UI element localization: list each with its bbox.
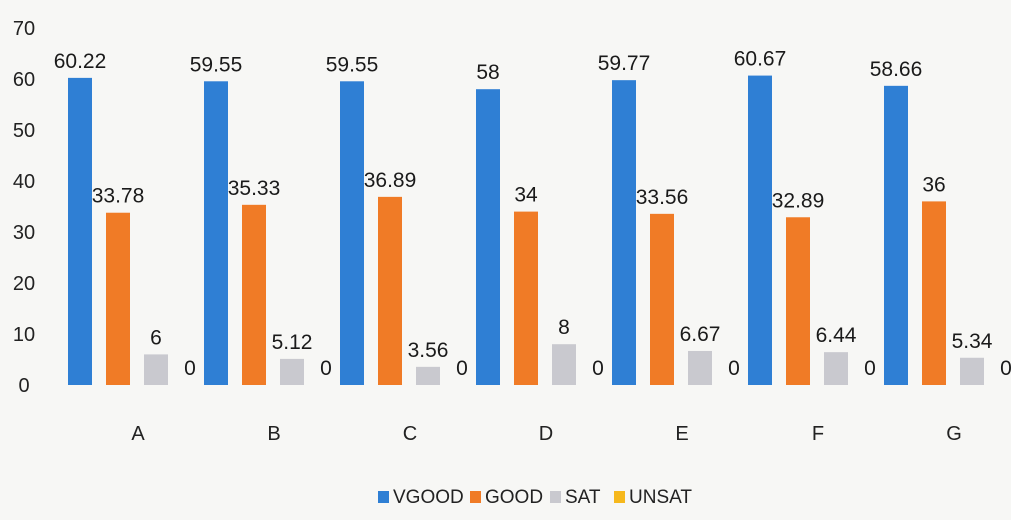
- bar-sat-c: [416, 366, 440, 385]
- bar-vgood-a: [68, 77, 92, 386]
- data-label-good-c: 36.89: [364, 169, 417, 192]
- y-tick-label: 70: [13, 18, 35, 40]
- bars: [68, 75, 984, 386]
- legend-swatch-good: [470, 491, 481, 503]
- legend-label-sat[interactable]: SAT: [565, 487, 601, 508]
- data-label-good-d: 34: [514, 184, 538, 207]
- bar-good-g: [922, 201, 946, 385]
- data-label-vgood-b: 59.55: [190, 53, 243, 76]
- y-tick-label: 60: [13, 69, 35, 91]
- x-tick-label: C: [403, 423, 417, 445]
- x-tick-label: E: [675, 423, 688, 445]
- data-label-good-b: 35.33: [228, 177, 281, 200]
- data-label-vgood-f: 60.67: [734, 48, 787, 71]
- bar-sat-f: [824, 352, 848, 385]
- data-label-sat-b: 5.12: [272, 331, 313, 354]
- bar-good-c: [378, 196, 402, 385]
- x-axis: A B C D E F G: [131, 423, 961, 445]
- y-tick-label: 20: [13, 273, 35, 295]
- bar-good-f: [786, 217, 810, 385]
- legend-label-good[interactable]: GOOD: [485, 487, 543, 508]
- legend-label-vgood[interactable]: VGOOD: [393, 487, 464, 508]
- data-label-good-g: 36: [922, 173, 945, 196]
- data-label-unsat-g: 0: [1000, 357, 1011, 380]
- data-label-unsat-a: 0: [184, 357, 196, 380]
- bar-vgood-g: [884, 85, 908, 386]
- data-labels: 60.2233.786059.5535.335.12059.5536.893.5…: [54, 48, 1011, 380]
- data-label-sat-e: 6.67: [680, 323, 721, 346]
- data-label-good-f: 32.89: [772, 189, 825, 212]
- x-tick-label: F: [812, 423, 824, 445]
- data-label-unsat-e: 0: [728, 357, 740, 380]
- data-label-vgood-d: 58: [476, 61, 499, 84]
- x-tick-label: B: [267, 423, 280, 445]
- legend-swatch-vgood: [378, 491, 389, 503]
- data-label-unsat-f: 0: [864, 357, 876, 380]
- bar-sat-a: [144, 354, 168, 385]
- data-label-sat-a: 6: [150, 326, 162, 349]
- bar-good-a: [106, 212, 130, 385]
- x-tick-label: D: [539, 423, 553, 445]
- data-label-good-e: 33.56: [636, 186, 689, 209]
- y-tick-label: 40: [13, 171, 35, 193]
- data-label-sat-c: 3.56: [408, 339, 449, 362]
- bar-good-e: [650, 213, 674, 385]
- bar-good-d: [514, 211, 538, 385]
- x-tick-label: G: [946, 423, 962, 445]
- bar-vgood-c: [340, 81, 364, 386]
- bar-vgood-e: [612, 80, 636, 385]
- data-label-unsat-c: 0: [456, 357, 468, 380]
- y-axis: 0 10 20 30 40 50 60 70: [13, 18, 35, 397]
- bar-sat-e: [688, 350, 712, 385]
- y-tick-label: 0: [18, 375, 29, 397]
- data-label-good-a: 33.78: [92, 185, 145, 208]
- x-tick-label: A: [131, 423, 145, 445]
- legend-label-unsat[interactable]: UNSAT: [629, 487, 692, 508]
- bar-sat-b: [280, 358, 304, 385]
- bar-vgood-f: [748, 75, 772, 385]
- legend-swatch-unsat: [614, 491, 625, 503]
- legend-swatch-sat: [550, 491, 561, 503]
- legend[interactable]: VGOOD GOOD SAT UNSAT: [378, 487, 692, 508]
- data-label-vgood-a: 60.22: [54, 50, 107, 73]
- data-label-unsat-b: 0: [320, 357, 332, 380]
- data-label-vgood-e: 59.77: [598, 52, 651, 75]
- data-label-sat-d: 8: [558, 316, 570, 339]
- data-label-unsat-d: 0: [592, 357, 604, 380]
- bar-vgood-d: [476, 89, 500, 385]
- y-tick-label: 30: [13, 222, 35, 244]
- data-label-sat-g: 5.34: [952, 330, 993, 353]
- data-label-sat-f: 6.44: [816, 324, 857, 347]
- y-tick-label: 50: [13, 120, 35, 142]
- bar-sat-g: [960, 357, 984, 385]
- bar-sat-d: [552, 344, 576, 385]
- data-label-vgood-c: 59.55: [326, 53, 379, 76]
- data-label-vgood-g: 58.66: [870, 58, 923, 81]
- bar-vgood-b: [204, 81, 228, 386]
- bar-good-b: [242, 204, 266, 385]
- y-tick-label: 10: [13, 324, 35, 346]
